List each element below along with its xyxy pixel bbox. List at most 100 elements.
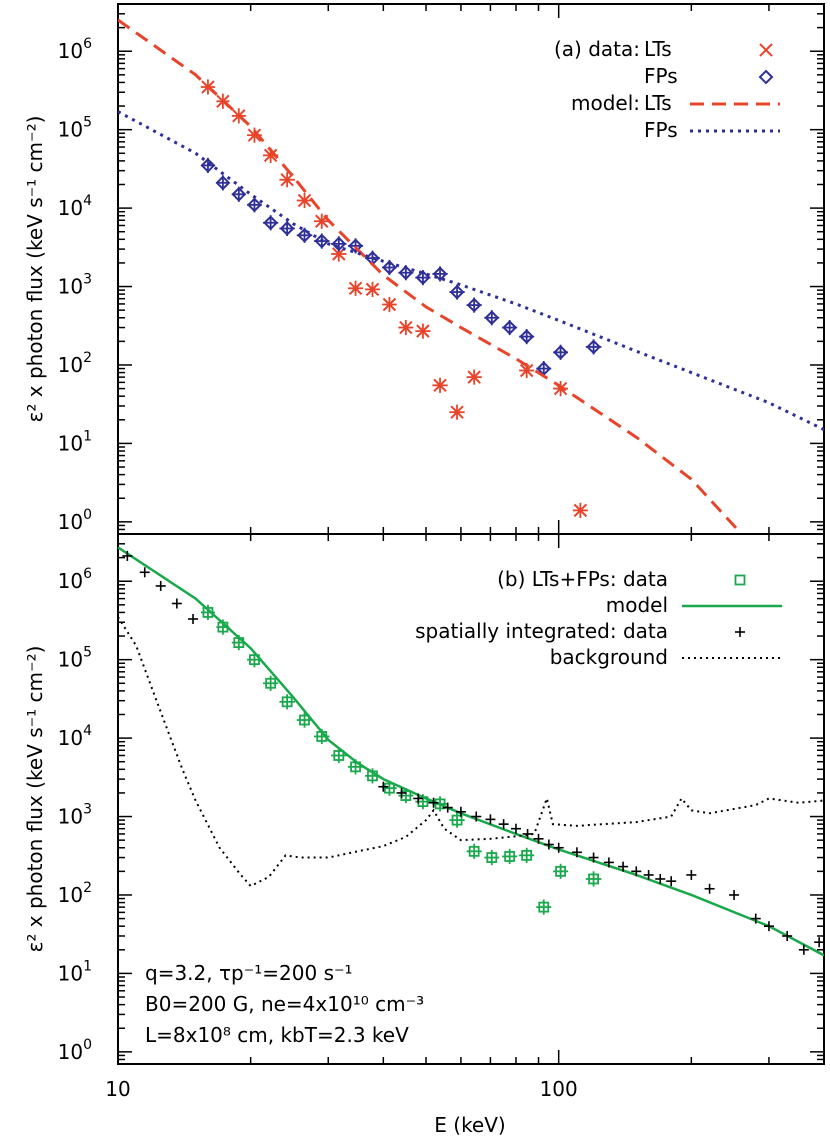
y-tick-label: 103 <box>58 802 92 829</box>
chart-marks-a <box>118 18 824 551</box>
y-tick-exponent: 4 <box>83 193 92 209</box>
panel-b: 100 101 102 103 1 0 4 105 106 ε² x photon flux (… <box>23 533 825 1065</box>
data-point <box>486 539 498 551</box>
y-tick-exponent: 1 <box>83 428 92 444</box>
legend-a-item-2-label: FPs <box>644 64 678 88</box>
clipped-marks <box>118 18 824 551</box>
data-point <box>450 405 464 419</box>
data-point <box>573 503 588 518</box>
model-param-2: B0=200 G, ne=4x10¹⁰ cm⁻³ <box>145 992 424 1016</box>
y-tick-label: 106 <box>58 36 92 63</box>
y-tick-exponent: 0 <box>83 507 92 523</box>
x-axis-labels: 10 100 <box>105 1077 578 1101</box>
y-tick-exponent: 5 <box>83 115 92 131</box>
y-tick-exponent: 6 <box>83 36 92 52</box>
y-tick-label: 102 <box>58 880 92 907</box>
y-tick-exponent: 6 <box>83 566 92 582</box>
data-point <box>279 221 295 236</box>
y-tick-exponent: 3 <box>83 272 92 288</box>
legend-b-item-1: (b) LTs+FPs: data <box>497 567 668 591</box>
x-tick-label: 10 <box>105 1077 130 1101</box>
data-point <box>281 696 293 708</box>
model-param-3: L=8x10⁸ cm, kbT=2.3 keV <box>145 1023 409 1047</box>
legend-a-item-1-prefix: (a) data: <box>554 37 640 61</box>
y-tick-label: 104 <box>58 193 92 220</box>
y-tick-label: 105 <box>58 645 92 672</box>
legend-a-item-3-prefix: model: <box>571 91 640 115</box>
y-tick-label: 101 <box>58 428 92 455</box>
data-point <box>588 873 599 885</box>
data-point <box>434 798 446 810</box>
data-point <box>416 324 430 338</box>
data-point <box>333 750 345 761</box>
data-point <box>484 310 500 326</box>
data-point <box>382 297 397 312</box>
model-line <box>118 18 743 534</box>
clipped-marks <box>118 546 824 957</box>
data-point <box>553 381 568 396</box>
y-tick-exponent: 0 <box>83 1037 92 1053</box>
model-param-1: q=3.2, τp⁻¹=200 s⁻¹ <box>145 961 353 985</box>
legend-a-symbols <box>690 43 780 133</box>
data-point <box>555 865 566 877</box>
ylabel-b: ε² x photon flux (keV s⁻¹ cm⁻²) <box>23 646 47 953</box>
legend-a-item-4-label: FPs <box>644 118 678 142</box>
y-tick-label: 102 <box>58 350 92 377</box>
data-point <box>231 186 247 202</box>
data-point <box>265 677 277 689</box>
data-point <box>466 297 482 313</box>
data-point <box>299 714 310 726</box>
x-tick-label: 100 <box>540 1077 578 1101</box>
legend-b-marker-data <box>734 574 746 586</box>
legend-b: (b) LTs+FPs: data model spatially integr… <box>415 567 782 669</box>
data-point <box>519 363 534 378</box>
legend-b-symbols <box>682 574 782 659</box>
y-tick-label: 101 <box>58 958 92 985</box>
data-point <box>263 148 278 163</box>
legend-a-item-3-label: LTs <box>644 91 672 115</box>
model-line <box>118 546 824 957</box>
background-line <box>118 616 824 888</box>
y-tick-exponent: 5 <box>83 645 92 661</box>
data-point <box>384 782 395 794</box>
data-point <box>486 852 498 863</box>
legend-a-marker-fps <box>758 69 774 85</box>
y-tick-label: 100 <box>58 1037 92 1064</box>
data-point <box>504 851 516 862</box>
data-point <box>399 320 413 335</box>
data-point <box>553 344 569 360</box>
model-parameters: q=3.2, τp⁻¹=200 s⁻¹ B0=200 G, ne=4x10¹⁰ … <box>145 961 424 1047</box>
data-point <box>247 128 262 142</box>
y-tick-exponent: 4 <box>83 723 92 739</box>
panel-a: 100 101 102 1 0 3 104 105 106 ε² x photon flux (… <box>23 3 825 551</box>
y-tick-label: 105 <box>58 115 92 142</box>
data-point <box>200 158 216 173</box>
y-tick-exponent: 1 <box>83 958 92 974</box>
legend-b-item-3: spatially integrated: data <box>415 619 668 643</box>
data-point <box>467 370 481 384</box>
data-point <box>215 175 231 191</box>
xlabel: E (keV) <box>434 1113 505 1137</box>
data-point <box>331 236 347 252</box>
legend-a-item-1-label: LTs <box>644 37 672 61</box>
plot-frame-b <box>117 533 825 1065</box>
data-point <box>280 173 294 187</box>
legend-a-marker-lts <box>759 43 773 57</box>
data-point <box>348 238 363 254</box>
y-tick-label: 106 <box>58 566 92 593</box>
data-point <box>468 845 480 857</box>
data-point <box>502 320 518 335</box>
y-tick-exponent: 3 <box>83 802 92 818</box>
ylabel-a: ε² x photon flux (keV s⁻¹ cm⁻²) <box>23 116 47 423</box>
legend-a: (a) data: LTs FPs model: LTs FPs <box>554 37 780 142</box>
chart-marks-b <box>118 546 824 957</box>
legend-b-item-2: model <box>606 593 668 617</box>
data-point <box>433 378 447 393</box>
data-point <box>519 329 535 345</box>
y-tick-label: 100 <box>58 507 92 534</box>
data-point <box>247 197 262 213</box>
data-point <box>586 339 601 355</box>
legend-b-item-4: background <box>550 645 668 669</box>
data-point <box>348 281 363 295</box>
